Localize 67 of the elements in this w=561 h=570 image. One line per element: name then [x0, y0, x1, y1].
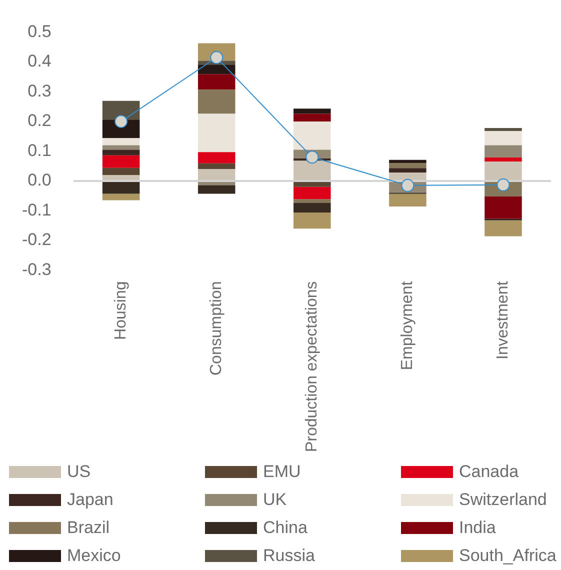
bar: [294, 212, 331, 229]
bar: [389, 163, 426, 168]
bar: [484, 220, 522, 236]
bar: [198, 90, 236, 114]
y-tick-label: -0.2: [22, 230, 52, 250]
x-tick-label: Consumption: [208, 281, 226, 376]
point: [114, 114, 128, 128]
legend-label: EMU: [263, 462, 301, 482]
bar: [198, 74, 236, 90]
y-tick-label: 0.2: [28, 111, 52, 130]
x-tick-label: Production expectations: [304, 281, 321, 452]
bar: [294, 182, 331, 187]
legend-label: South_Africa: [459, 546, 556, 566]
legend-label: Russia: [263, 546, 315, 566]
legend-label: Mexico: [67, 546, 121, 566]
bar: [389, 160, 426, 164]
y-tick-label: 0.3: [28, 81, 52, 100]
point: [401, 178, 414, 192]
legend-label: Switzerland: [459, 490, 547, 510]
bar: [198, 152, 236, 164]
bar: [294, 199, 331, 203]
bar: [198, 169, 236, 180]
legend-label: Brazil: [67, 518, 110, 538]
y-tick-label: 0.1: [28, 140, 52, 160]
bar: [198, 114, 236, 152]
x-tick-label: Employment: [399, 280, 416, 370]
bar: [389, 168, 426, 173]
legend-label: Canada: [459, 462, 519, 482]
legend-label: India: [459, 518, 496, 538]
point: [306, 150, 319, 164]
bar: [198, 182, 236, 186]
legend-label: China: [263, 518, 308, 538]
legend-label: US: [67, 462, 91, 482]
y-tick-label: 0.4: [28, 52, 52, 71]
legend-label: UK: [263, 490, 287, 510]
y-tick-label: 0.0: [28, 170, 52, 190]
bar: [102, 150, 140, 156]
bar: [102, 175, 140, 180]
bar: [102, 155, 140, 168]
bar: [484, 130, 522, 146]
bar: [484, 157, 522, 162]
bar: [102, 100, 140, 120]
bar: [294, 108, 331, 114]
bar: [198, 64, 236, 74]
x-tick-label: Housing: [112, 281, 130, 340]
bar: [102, 194, 140, 200]
bar: [102, 138, 140, 146]
y-tick-label: -0.1: [22, 200, 52, 220]
bar: [294, 160, 331, 180]
y-tick-label: -0.3: [22, 260, 52, 279]
bar: [294, 114, 331, 122]
bar: [389, 194, 426, 207]
bar: [102, 168, 140, 176]
bar: [198, 163, 236, 170]
bar: [294, 121, 331, 150]
bar: [484, 145, 522, 158]
y-tick-label: 0.5: [28, 22, 52, 41]
bar: [198, 185, 236, 194]
bar: [389, 172, 426, 180]
bar: [484, 128, 522, 131]
bar: [294, 202, 331, 213]
bar: [294, 186, 331, 200]
bar: [484, 162, 522, 180]
x-tick-label: Investment: [494, 280, 512, 360]
bar: [484, 196, 522, 219]
bar: [102, 182, 140, 194]
legend-label: Japan: [67, 490, 114, 510]
